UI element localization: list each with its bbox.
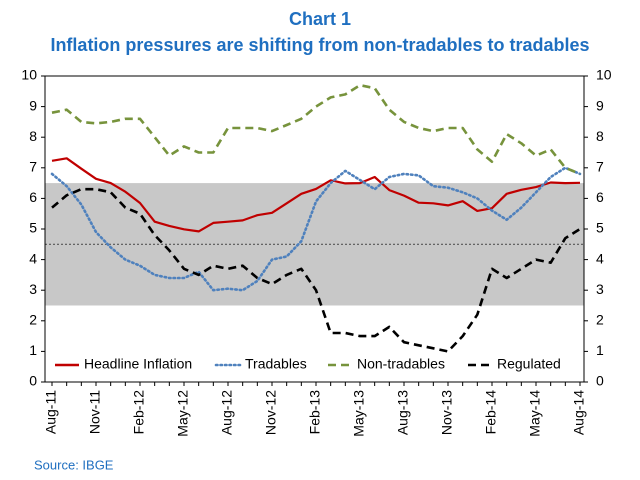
x-tick-label: Nov-12 [263,390,279,435]
source: Source: IBGE [34,457,114,472]
x-tick-label: Nov-13 [439,390,455,435]
y-tick-label: 9 [29,97,37,113]
y2-tick-label: 8 [596,128,604,144]
y-tick-label: 8 [29,128,37,144]
y-tick-label: 10 [21,67,37,83]
legend-label: Regulated [497,356,561,372]
legend-label: Non-tradables [357,356,445,372]
y-tick-label: 4 [29,250,37,266]
x-tick-label: May-12 [175,390,191,437]
y2-tick-label: 7 [596,159,604,175]
x-tick-label: May-14 [527,390,543,437]
x-tick-label: Aug-13 [395,390,411,435]
series-line [51,83,581,176]
y2-tick-label: 6 [596,189,604,205]
chart-title: Chart 1 [289,9,351,29]
x-tick-label: Feb-13 [307,390,323,435]
x-tick-label: Aug-14 [571,390,587,435]
y2-tick-label: 1 [596,342,604,358]
y-tick-label: 3 [29,281,37,297]
y-tick-label: 5 [29,220,37,236]
legend-label: Headline Inflation [84,356,192,372]
y2-tick-label: 9 [596,97,604,113]
x-tick-label: Nov-11 [87,390,103,434]
y2-tick-label: 10 [596,67,612,83]
y2-tick-label: 4 [596,250,604,266]
y-tick-label: 0 [29,373,37,389]
x-tick-label: May-13 [351,390,367,437]
x-tick-label: Aug-12 [219,390,235,435]
y-tick-label: 2 [29,312,37,328]
y-tick-label: 6 [29,189,37,205]
series-line [51,157,581,233]
y2-tick-label: 2 [596,312,604,328]
y2-tick-label: 5 [596,220,604,236]
x-tick-label: Feb-14 [483,390,499,435]
y-tick-label: 1 [29,342,37,358]
series-line [51,187,581,353]
y2-tick-label: 3 [596,281,604,297]
chart-subtitle: Inflation pressures are shifting from no… [50,35,589,55]
series-line [50,166,582,292]
x-tick-label: Feb-12 [131,390,147,435]
legend-label: Tradables [245,356,307,372]
y2-tick-label: 0 [596,373,604,389]
y-tick-label: 7 [29,159,37,175]
x-tick-label: Aug-11 [43,390,59,434]
